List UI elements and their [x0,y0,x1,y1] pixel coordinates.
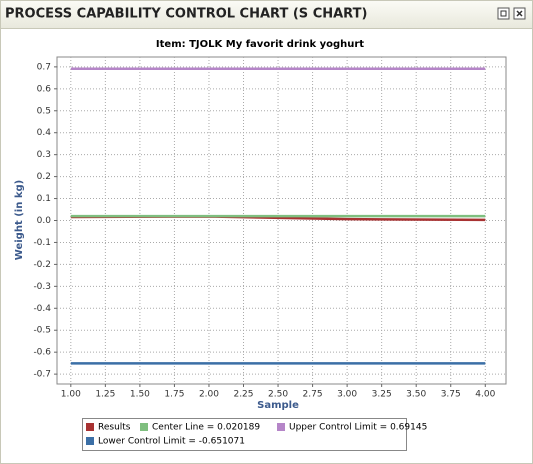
x-tick-label: 3.25 [372,390,392,400]
y-tick-label: -0.5 [33,326,51,336]
window-title: PROCESS CAPABILITY CONTROL CHART (S CHAR… [5,7,367,22]
x-tick-label: 1.00 [61,390,81,400]
x-tick-label: 3.75 [441,390,461,400]
title-bar [0,0,533,29]
y-tick-label: 0.2 [37,172,51,182]
x-tick-label: 2.00 [199,390,219,400]
x-tick-label: 2.75 [303,390,323,400]
maximize-button[interactable] [497,7,510,20]
y-tick-label: 0.5 [37,106,51,116]
legend-swatch [140,423,148,431]
x-tick-label: 4.00 [475,390,495,400]
legend-swatch [277,423,285,431]
y-tick-label: 0.1 [37,194,51,204]
x-tick-label: 3.50 [406,390,426,400]
x-tick-label: 1.50 [130,390,150,400]
legend-label: Center Line = 0.020189 [152,423,260,433]
y-tick-label: 0.3 [37,150,51,160]
y-tick-label: -0.1 [33,238,51,248]
legend-label: Lower Control Limit = -0.651071 [98,437,245,447]
y-tick-label: -0.2 [33,260,51,270]
chart-title: Item: TJOLK My favorit drink yoghurt [156,39,364,50]
x-tick-label: 1.75 [164,390,184,400]
x-tick-label: 2.50 [268,390,288,400]
y-tick-label: 0.7 [37,62,51,72]
x-tick-label: 1.25 [95,390,115,400]
x-tick-label: 2.25 [233,390,253,400]
close-button[interactable] [513,7,526,20]
y-tick-label: -0.4 [33,304,51,314]
legend-label: Upper Control Limit = 0.69145 [289,423,427,433]
legend [82,418,407,451]
y-tick-label: -0.6 [33,348,51,358]
x-tick-label: 3.00 [337,390,357,400]
x-axis-label: Sample [257,400,299,411]
y-tick-label: -0.3 [33,282,51,292]
y-axis-label: Weight (in kg) [14,180,25,260]
y-tick-label: -0.7 [33,370,51,380]
legend-swatch [86,437,94,445]
legend-label: Results [98,423,131,433]
y-tick-label: 0.6 [37,84,52,94]
legend-swatch [86,423,94,431]
y-tick-label: 0.0 [37,216,52,226]
y-tick-label: 0.4 [37,128,52,138]
